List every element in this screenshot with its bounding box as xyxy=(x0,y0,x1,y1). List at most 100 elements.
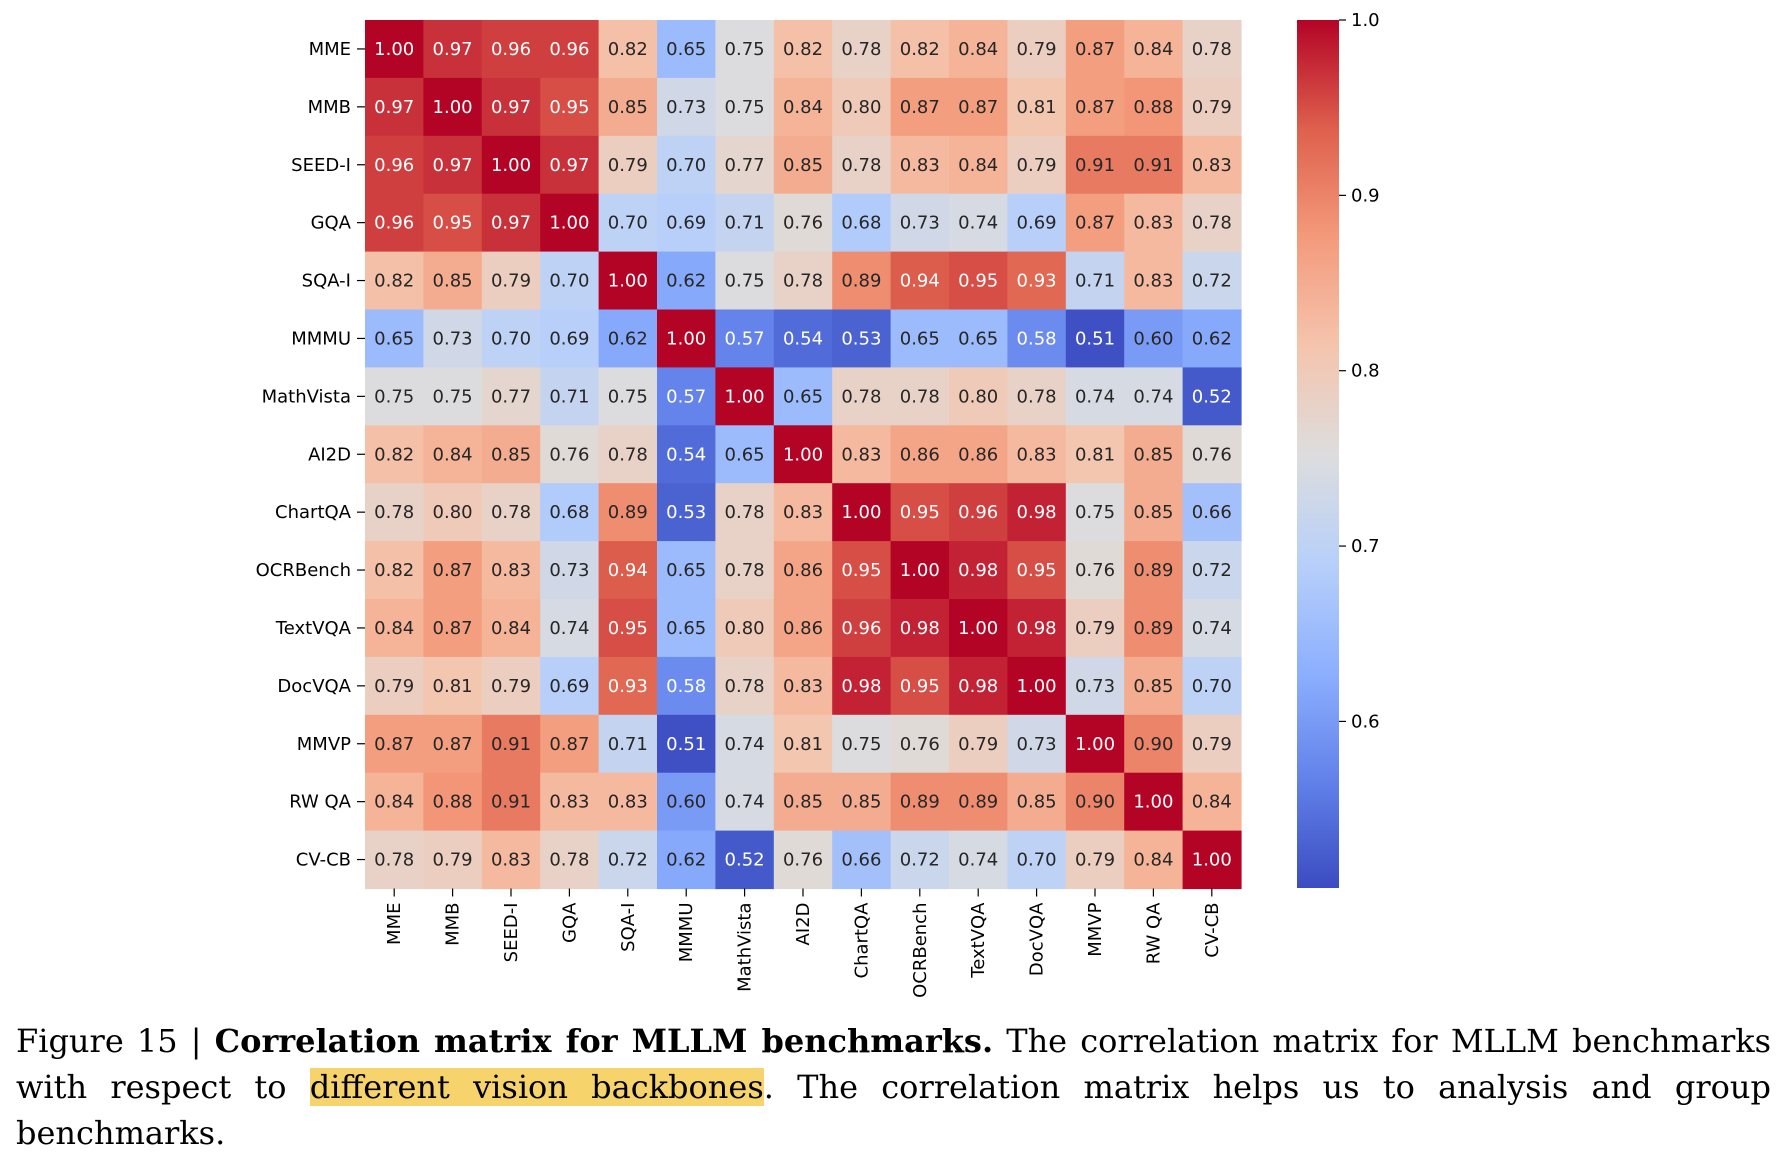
heatmap-cell-ocrbench-sqa-i xyxy=(598,541,658,600)
heatmap-cell-value-textvqa-mmmu: 0.65 xyxy=(666,618,706,639)
heatmap-cell-value-chartqa-ai2d: 0.83 xyxy=(783,502,823,523)
heatmap-cell-value-docvqa-ai2d: 0.83 xyxy=(783,676,823,697)
figure-title: Correlation matrix for MLLM benchmarks. xyxy=(214,1022,994,1060)
heatmap-cell-mmvp-ocrbench xyxy=(890,714,950,774)
heatmap-cell-mmvp-rw-qa xyxy=(1124,714,1184,774)
heatmap-cell-rw-qa-mme xyxy=(365,772,424,832)
heatmap-cell-value-ai2d-gqa: 0.76 xyxy=(549,444,589,465)
heatmap-cell-value-mmvp-textvqa: 0.79 xyxy=(958,734,998,755)
heatmap-cell-value-textvqa-mmb: 0.87 xyxy=(433,618,473,639)
heatmap-cell-value-cv-cb-docvqa: 0.70 xyxy=(1017,850,1057,871)
heatmap-cell-sqa-i-sqa-i xyxy=(598,251,658,311)
heatmap-cell-seed-i-seed-i xyxy=(481,135,541,195)
heatmap-cell-value-gqa-ai2d: 0.76 xyxy=(783,213,823,234)
heatmap-cell-mme-sqa-i xyxy=(598,20,658,79)
heatmap-cell-value-textvqa-seed-i: 0.84 xyxy=(491,618,531,639)
heatmap-cell-mmvp-mmb xyxy=(423,714,483,774)
heatmap-cell-mmb-mmmu xyxy=(657,77,716,137)
heatmap-cell-mmmu-chartqa xyxy=(832,309,892,368)
heatmap-cell-value-cv-cb-chartqa: 0.66 xyxy=(841,850,881,871)
heatmap-cell-value-chartqa-mmb: 0.80 xyxy=(433,502,473,523)
heatmap-cell-value-rw-qa-rw-qa: 1.00 xyxy=(1133,792,1173,813)
heatmap-cell-value-ai2d-sqa-i: 0.78 xyxy=(608,444,648,465)
heatmap-cell-ocrbench-mathvista xyxy=(715,541,775,600)
heatmap-cell-value-chartqa-mme: 0.78 xyxy=(374,502,414,523)
heatmap-cell-mmb-chartqa xyxy=(832,77,892,137)
heatmap-cell-seed-i-sqa-i xyxy=(598,135,658,195)
heatmap-cell-value-ai2d-rw-qa: 0.85 xyxy=(1133,444,1173,465)
heatmap-cell-value-rw-qa-ocrbench: 0.89 xyxy=(900,792,940,813)
heatmap-cell-value-sqa-i-seed-i: 0.79 xyxy=(491,271,531,292)
heatmap-cell-ocrbench-gqa xyxy=(540,541,600,600)
heatmap-cell-seed-i-docvqa xyxy=(1007,135,1067,195)
heatmap-cell-textvqa-mmmu xyxy=(657,599,716,658)
heatmap-cell-sqa-i-mmvp xyxy=(1065,251,1125,311)
heatmap-cell-textvqa-rw-qa xyxy=(1124,599,1184,658)
heatmap-cell-docvqa-textvqa xyxy=(949,656,1008,716)
heatmap-cell-value-mme-docvqa: 0.79 xyxy=(1017,39,1057,60)
heatmap-cell-value-cv-cb-mme: 0.78 xyxy=(374,850,414,871)
heatmap-cell-value-docvqa-ocrbench: 0.95 xyxy=(900,676,940,697)
heatmap-cell-ai2d-ai2d xyxy=(773,425,833,484)
heatmap-cell-value-gqa-sqa-i: 0.70 xyxy=(608,213,648,234)
heatmap-cell-value-ai2d-mathvista: 0.65 xyxy=(725,444,765,465)
heatmap-cell-mmmu-docvqa xyxy=(1007,309,1067,368)
heatmap-cell-ai2d-gqa xyxy=(540,425,600,484)
heatmap-cell-value-mmvp-cv-cb: 0.79 xyxy=(1192,734,1232,755)
heatmap-cell-value-ocrbench-seed-i: 0.83 xyxy=(491,560,531,581)
heatmap-cell-value-seed-i-mathvista: 0.77 xyxy=(725,155,765,176)
heatmap-cell-textvqa-mme xyxy=(365,599,424,658)
heatmap-cell-value-mmb-mmb: 1.00 xyxy=(433,97,473,118)
heatmap-cell-value-textvqa-cv-cb: 0.74 xyxy=(1192,618,1232,639)
heatmap-cell-value-sqa-i-mathvista: 0.75 xyxy=(725,271,765,292)
heatmap-cell-value-mmb-gqa: 0.95 xyxy=(549,97,589,118)
heatmap-cell-mathvista-mmvp xyxy=(1065,367,1125,426)
heatmap-cell-value-docvqa-mme: 0.79 xyxy=(374,676,414,697)
heatmap-cell-docvqa-mmb xyxy=(423,656,483,716)
heatmap-cell-value-rw-qa-mmb: 0.88 xyxy=(433,792,473,813)
heatmap-cell-value-mathvista-mmb: 0.75 xyxy=(433,386,473,407)
heatmap-cell-value-rw-qa-sqa-i: 0.83 xyxy=(608,792,648,813)
heatmap-cell-rw-qa-mmmu xyxy=(657,772,716,832)
row-tick-label-mme: MME xyxy=(309,39,351,60)
heatmap-cell-value-ocrbench-textvqa: 0.98 xyxy=(958,560,998,581)
heatmap-cell-value-rw-qa-textvqa: 0.89 xyxy=(958,792,998,813)
heatmap-cell-docvqa-ocrbench xyxy=(890,656,950,716)
heatmap-cell-mmmu-mmmu xyxy=(657,309,716,368)
heatmap-cell-value-sqa-i-chartqa: 0.89 xyxy=(841,271,881,292)
heatmap-cell-value-mmvp-sqa-i: 0.71 xyxy=(608,734,648,755)
heatmap-cell-rw-qa-docvqa xyxy=(1007,772,1067,832)
heatmap-cell-value-cv-cb-seed-i: 0.83 xyxy=(491,850,531,871)
heatmap-cell-docvqa-gqa xyxy=(540,656,600,716)
heatmap-cell-value-seed-i-mme: 0.96 xyxy=(374,155,414,176)
heatmap-cell-value-mmvp-mme: 0.87 xyxy=(374,734,414,755)
heatmap-cell-value-sqa-i-ocrbench: 0.94 xyxy=(900,271,940,292)
heatmap-cell-value-seed-i-mmmu: 0.70 xyxy=(666,155,706,176)
heatmap-cell-value-ocrbench-mme: 0.82 xyxy=(374,560,414,581)
heatmap-cell-value-sqa-i-cv-cb: 0.72 xyxy=(1192,271,1232,292)
heatmap-cell-value-sqa-i-mmb: 0.85 xyxy=(433,271,473,292)
heatmap-cell-value-mmb-chartqa: 0.80 xyxy=(841,97,881,118)
heatmap-cell-value-ocrbench-ocrbench: 1.00 xyxy=(900,560,940,581)
heatmap-cell-value-mme-rw-qa: 0.84 xyxy=(1133,39,1173,60)
heatmap-cell-value-chartqa-chartqa: 1.00 xyxy=(841,502,881,523)
heatmap-cell-value-sqa-i-mmvp: 0.71 xyxy=(1075,271,1115,292)
heatmap-cell-gqa-docvqa xyxy=(1007,193,1067,253)
heatmap-cell-value-seed-i-gqa: 0.97 xyxy=(549,155,589,176)
heatmap-cell-docvqa-chartqa xyxy=(832,656,892,716)
heatmap-cell-mme-rw-qa xyxy=(1124,20,1184,79)
heatmap-cell-rw-qa-seed-i xyxy=(481,772,541,832)
heatmap-cell-textvqa-chartqa xyxy=(832,599,892,658)
heatmap-cell-mathvista-textvqa xyxy=(949,367,1008,426)
heatmap-cell-value-mmb-docvqa: 0.81 xyxy=(1017,97,1057,118)
heatmap-cell-value-mmmu-mathvista: 0.57 xyxy=(725,328,765,349)
heatmap-cell-mmb-rw-qa xyxy=(1124,77,1184,137)
heatmap-cell-cv-cb-gqa xyxy=(540,830,600,890)
heatmap-cell-rw-qa-textvqa xyxy=(949,772,1008,832)
heatmap-cell-mathvista-rw-qa xyxy=(1124,367,1184,426)
heatmap-cell-ocrbench-docvqa xyxy=(1007,541,1067,600)
heatmap-cell-ocrbench-ocrbench xyxy=(890,541,950,600)
heatmap-cell-value-docvqa-docvqa: 1.00 xyxy=(1017,676,1057,697)
heatmap-cell-chartqa-ocrbench xyxy=(890,483,950,542)
heatmap-cell-mme-mmb xyxy=(423,20,483,79)
